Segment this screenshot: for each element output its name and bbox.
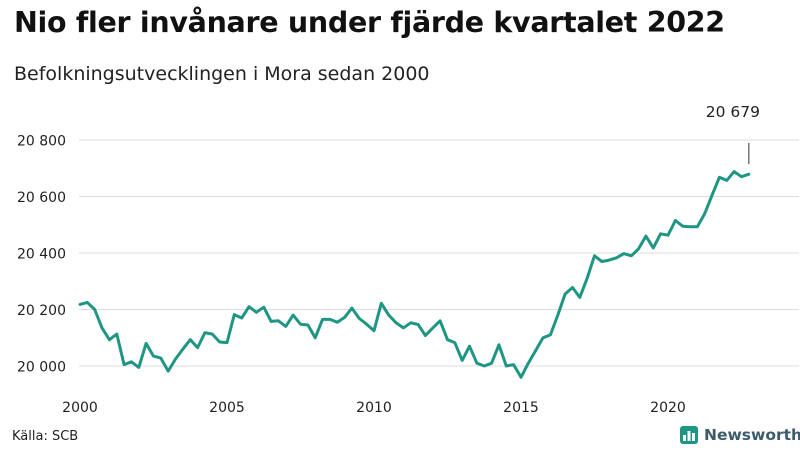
grid-lines <box>79 139 799 367</box>
y-axis: 20 000 20 200 20 400 20 600 20 800 <box>17 134 66 376</box>
y-tick-label: 20 800 <box>17 134 66 150</box>
x-tick-label: 2020 <box>650 400 686 416</box>
x-tick-label: 2000 <box>62 400 98 416</box>
source-note: Källa: SCB <box>12 429 79 444</box>
y-tick-label: 20 200 <box>17 303 66 319</box>
population-line <box>78 170 751 379</box>
x-axis: 2000 2005 2010 2015 2020 <box>62 400 686 416</box>
chart-subtitle: Befolkningsutvecklingen i Mora sedan 200… <box>14 63 430 85</box>
x-tick-label: 2005 <box>209 400 245 416</box>
logo-text: Newsworthy <box>704 426 800 444</box>
y-tick-label: 20 000 <box>17 360 66 376</box>
y-tick-label: 20 600 <box>17 190 66 206</box>
y-tick-label: 20 400 <box>17 247 66 263</box>
bar-chart-icon <box>680 426 698 444</box>
annotation-label: 20 679 <box>706 103 760 121</box>
x-tick-label: 2015 <box>503 400 539 416</box>
x-tick-label: 2010 <box>356 400 392 416</box>
chart-title: Nio fler invånare under fjärde kvartalet… <box>14 6 725 39</box>
newsworthy-logo: Newsworthy <box>680 426 800 444</box>
